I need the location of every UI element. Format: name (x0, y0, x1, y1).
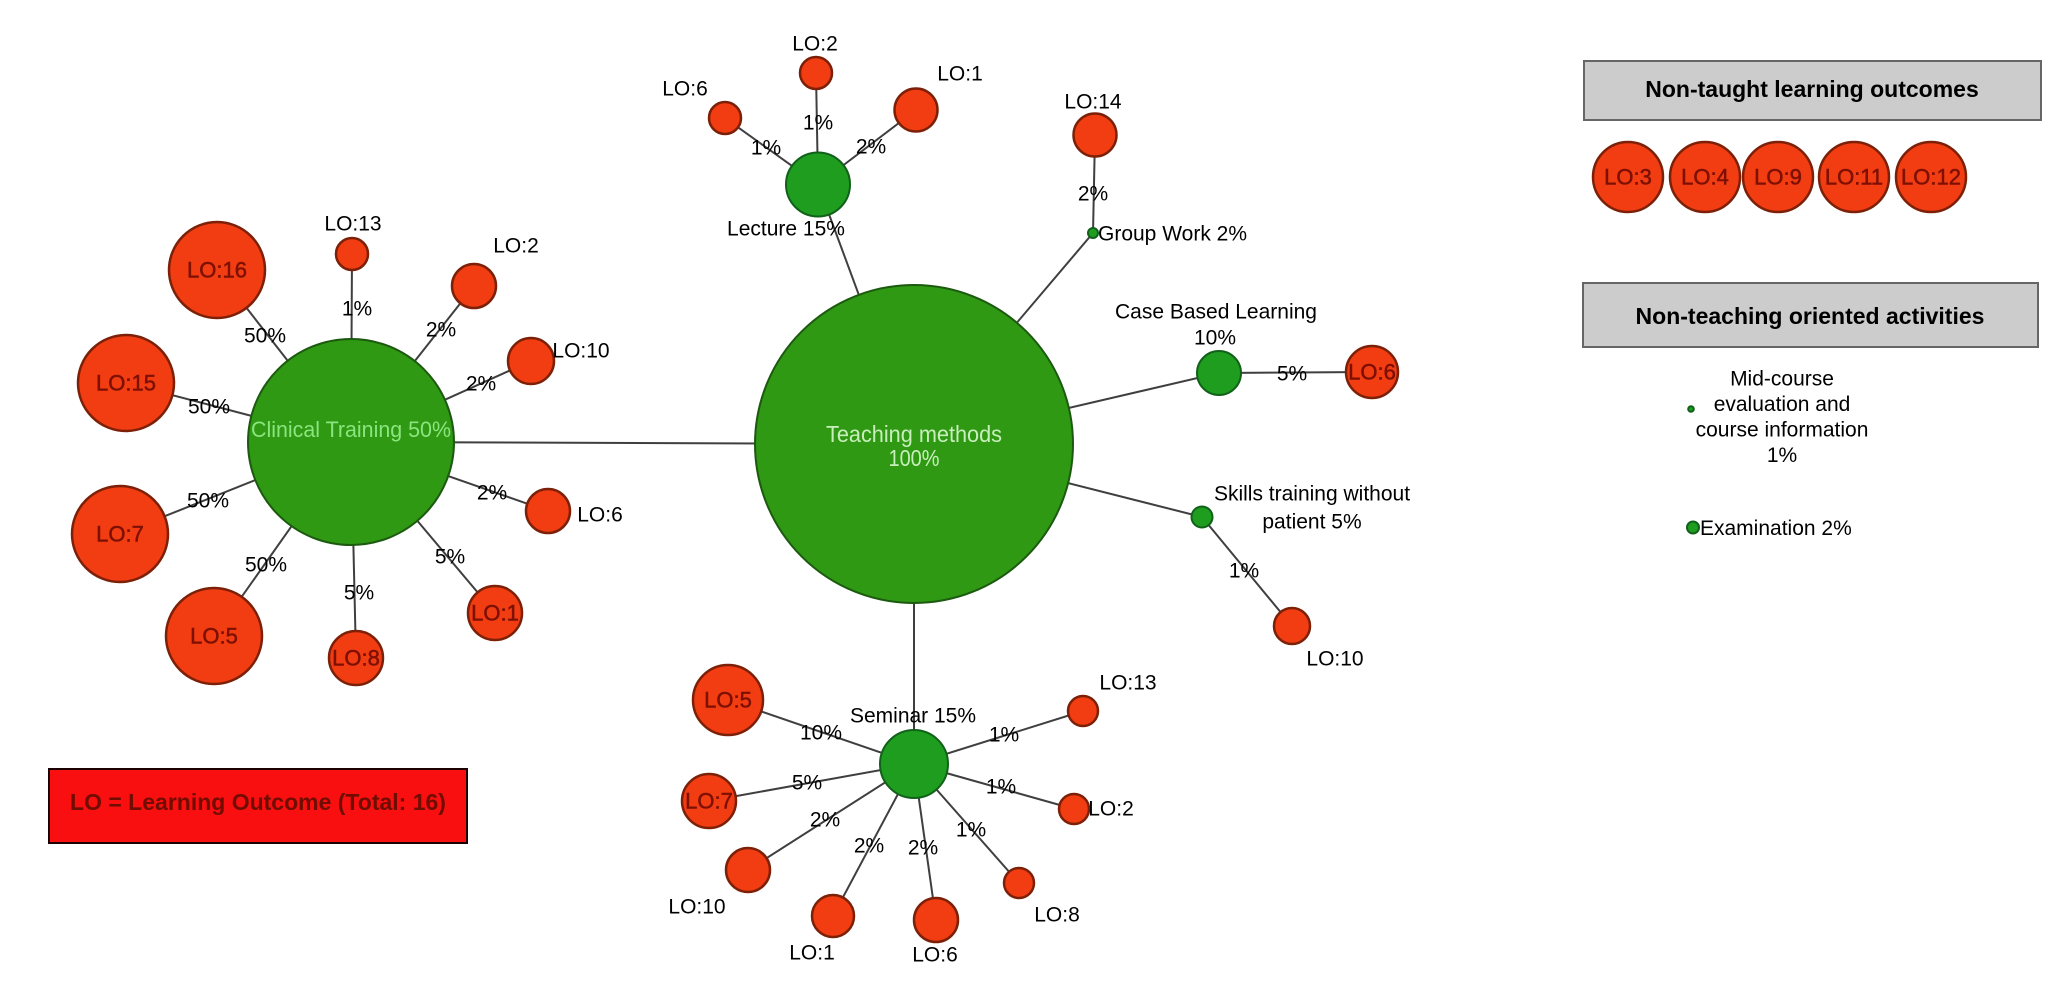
svg-text:LO:16: LO:16 (187, 258, 247, 283)
svg-text:LO:13: LO:13 (1099, 672, 1156, 695)
svg-text:LO:11: LO:11 (1825, 165, 1883, 190)
svg-text:LO:3: LO:3 (1604, 165, 1652, 190)
svg-text:2%: 2% (856, 136, 886, 159)
svg-text:2%: 2% (1078, 183, 1108, 206)
svg-text:LO:10: LO:10 (668, 896, 725, 919)
svg-text:Non-taught learning outcomes: Non-taught learning outcomes (1645, 76, 1979, 102)
svg-text:Lecture 15%: Lecture 15% (727, 218, 845, 241)
svg-text:1%: 1% (342, 298, 372, 321)
svg-text:50%: 50% (245, 554, 287, 577)
svg-text:course information: course information (1696, 419, 1869, 442)
svg-text:50%: 50% (244, 325, 286, 348)
svg-text:Clinical Training 50%: Clinical Training 50% (251, 417, 451, 442)
svg-text:2%: 2% (810, 809, 840, 832)
svg-text:LO:10: LO:10 (552, 340, 609, 363)
svg-text:1%: 1% (803, 112, 833, 135)
svg-text:LO:5: LO:5 (704, 688, 752, 713)
svg-text:LO:15: LO:15 (96, 371, 156, 396)
svg-text:100%: 100% (889, 445, 940, 471)
svg-text:LO:2: LO:2 (493, 235, 539, 258)
svg-text:1%: 1% (751, 137, 781, 160)
svg-text:1%: 1% (956, 819, 986, 842)
svg-text:2%: 2% (854, 835, 884, 858)
svg-text:LO:1: LO:1 (937, 63, 983, 86)
svg-text:1%: 1% (989, 724, 1019, 747)
svg-text:LO:5: LO:5 (190, 624, 238, 649)
svg-text:1%: 1% (986, 776, 1016, 799)
svg-text:LO:6: LO:6 (577, 504, 623, 527)
svg-text:LO:13: LO:13 (324, 213, 381, 236)
svg-text:LO:14: LO:14 (1064, 91, 1122, 114)
svg-text:10%: 10% (1194, 327, 1236, 350)
svg-text:5%: 5% (344, 582, 374, 605)
svg-text:Teaching methods: Teaching methods (826, 421, 1002, 447)
svg-text:patient 5%: patient 5% (1262, 511, 1361, 534)
svg-text:5%: 5% (435, 546, 465, 569)
svg-text:50%: 50% (188, 396, 230, 419)
svg-text:LO:7: LO:7 (96, 522, 144, 547)
svg-text:Examination 2%: Examination 2% (1700, 517, 1852, 540)
svg-text:LO = Learning Outcome (Total:: LO = Learning Outcome (Total: 16) (70, 789, 446, 815)
svg-text:LO:1: LO:1 (789, 942, 835, 965)
svg-text:Seminar 15%: Seminar 15% (850, 705, 976, 728)
svg-text:10%: 10% (800, 722, 842, 745)
svg-text:Case Based Learning: Case Based Learning (1115, 301, 1317, 324)
svg-text:LO:6: LO:6 (912, 944, 958, 967)
svg-text:2%: 2% (908, 837, 938, 860)
svg-text:evaluation and: evaluation and (1714, 393, 1851, 416)
svg-text:LO:6: LO:6 (662, 78, 708, 101)
svg-text:Group Work 2%: Group Work 2% (1098, 223, 1247, 246)
svg-text:LO:6: LO:6 (1348, 360, 1396, 385)
svg-text:LO:2: LO:2 (1088, 798, 1134, 821)
svg-text:LO:4: LO:4 (1681, 165, 1729, 190)
svg-text:5%: 5% (1277, 363, 1307, 386)
svg-text:1%: 1% (1229, 560, 1259, 583)
svg-text:Non-teaching oriented activiti: Non-teaching oriented activities (1636, 303, 1985, 329)
svg-text:2%: 2% (477, 482, 507, 505)
svg-text:Mid-course: Mid-course (1730, 368, 1834, 391)
svg-text:LO:1: LO:1 (471, 601, 519, 626)
svg-text:LO:10: LO:10 (1306, 648, 1363, 671)
svg-text:5%: 5% (792, 772, 822, 795)
svg-text:1%: 1% (1767, 444, 1797, 467)
svg-text:LO:8: LO:8 (1034, 904, 1080, 927)
svg-text:LO:7: LO:7 (685, 789, 733, 814)
svg-text:LO:8: LO:8 (332, 646, 380, 671)
svg-text:Skills training without: Skills training without (1214, 483, 1410, 506)
svg-text:2%: 2% (466, 373, 496, 396)
svg-text:50%: 50% (187, 490, 229, 513)
svg-text:LO:12: LO:12 (1901, 165, 1961, 190)
svg-text:LO:2: LO:2 (792, 33, 838, 56)
svg-text:2%: 2% (426, 319, 456, 342)
svg-text:LO:9: LO:9 (1754, 165, 1802, 190)
